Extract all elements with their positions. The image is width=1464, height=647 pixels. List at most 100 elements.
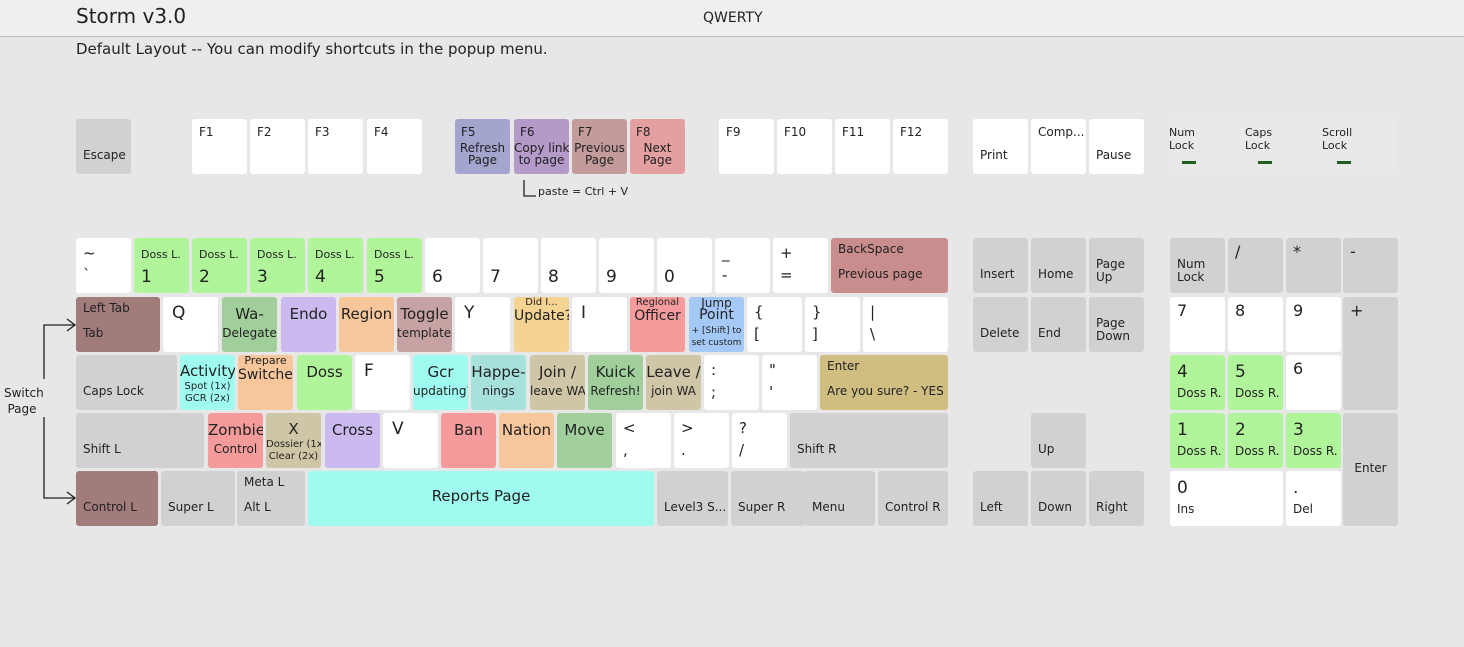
key-end[interactable]: End [1031, 297, 1086, 352]
key-l[interactable]: Leave / join WA [646, 355, 701, 410]
key-kp-9[interactable]: 9 [1286, 297, 1341, 352]
key-f5[interactable]: F5 Refresh Page [455, 119, 510, 174]
key-capslock[interactable]: Caps Lock [76, 355, 177, 410]
key-control-l[interactable]: Control L [76, 471, 158, 526]
key-f10[interactable]: F10 [777, 119, 832, 174]
key-digit-1[interactable]: Doss L. 1 [134, 238, 189, 293]
key-kp-7[interactable]: 7 [1170, 297, 1225, 352]
key-h[interactable]: Happe-nings [471, 355, 526, 410]
key-tilde[interactable]: ~ ` [76, 238, 131, 293]
key-f9[interactable]: F9 [719, 119, 774, 174]
key-arrow-down[interactable]: Down [1031, 471, 1086, 526]
key-shift-l[interactable]: Shift L [76, 413, 204, 468]
key-f8[interactable]: F8 Next Page [630, 119, 685, 174]
key-u[interactable]: Did I... Update? [514, 297, 569, 352]
key-kp-enter[interactable]: Enter [1343, 413, 1398, 526]
key-shift-r[interactable]: Shift R [790, 413, 948, 468]
key-kp-5[interactable]: 5 Doss R. [1228, 355, 1283, 410]
key-digit-2[interactable]: Doss L. 2 [192, 238, 247, 293]
key-q[interactable]: Q [163, 297, 218, 352]
key-kp-plus[interactable]: + [1343, 297, 1398, 410]
key-super-r[interactable]: Super R [731, 471, 805, 526]
key-period[interactable]: >. [674, 413, 729, 468]
key-z[interactable]: Zombie Control [208, 413, 263, 468]
key-quote[interactable]: " ' [762, 355, 817, 410]
key-kp-divide[interactable]: / [1228, 238, 1283, 293]
key-t[interactable]: Toggle templates [397, 297, 452, 352]
key-kp-minus[interactable]: - [1343, 238, 1398, 293]
key-k[interactable]: Kuick Refresh! [588, 355, 643, 410]
key-f6[interactable]: F6 Copy link to page [514, 119, 569, 174]
key-pause[interactable]: Pause [1089, 119, 1144, 174]
key-digit-9[interactable]: 9 [599, 238, 654, 293]
key-f[interactable]: F [355, 355, 410, 410]
key-kp-1[interactable]: 1 Doss R. [1170, 413, 1225, 468]
key-equals[interactable]: + = [773, 238, 828, 293]
key-alt-l[interactable]: Meta L Alt L [237, 471, 305, 526]
key-digit-3[interactable]: Doss L. 3 [250, 238, 305, 293]
key-insert[interactable]: Insert [973, 238, 1028, 293]
key-home[interactable]: Home [1031, 238, 1086, 293]
key-v[interactable]: V [383, 413, 438, 468]
key-slash[interactable]: ? / [732, 413, 787, 468]
key-compose[interactable]: Comp... [1031, 119, 1086, 174]
key-r[interactable]: Region [339, 297, 394, 352]
key-kp-multiply[interactable]: * [1286, 238, 1341, 293]
key-j[interactable]: Join / leave WA [530, 355, 585, 410]
key-y[interactable]: Y [455, 297, 510, 352]
key-d[interactable]: Doss [297, 355, 352, 410]
key-g[interactable]: Gcr updating? [413, 355, 468, 410]
key-f3[interactable]: F3 [308, 119, 363, 174]
key-digit-8[interactable]: 8 [541, 238, 596, 293]
key-s[interactable]: Prepare Switcher [238, 355, 293, 410]
key-c[interactable]: Cross [325, 413, 380, 468]
key-kp-6[interactable]: 6 [1286, 355, 1341, 410]
key-control-r[interactable]: Control R [878, 471, 948, 526]
key-tab[interactable]: Left Tab Tab [76, 297, 160, 352]
key-escape[interactable]: Escape [76, 119, 131, 174]
key-rbracket[interactable]: }] [805, 297, 860, 352]
key-f2[interactable]: F2 [250, 119, 305, 174]
key-pageup[interactable]: Page Up [1089, 238, 1144, 293]
key-kp-0[interactable]: 0 Ins [1170, 471, 1283, 526]
key-comma[interactable]: <, [616, 413, 671, 468]
key-arrow-right[interactable]: Right [1089, 471, 1144, 526]
key-enter[interactable]: Enter Are you sure? - YES [820, 355, 948, 410]
key-w[interactable]: Wa- Delegate [222, 297, 277, 352]
key-a[interactable]: Activity Spot (1x) GCR (2x) [180, 355, 235, 410]
key-space[interactable]: Reports Page [308, 471, 654, 526]
key-lbracket[interactable]: {[ [747, 297, 802, 352]
key-b[interactable]: Ban [441, 413, 496, 468]
key-arrow-up[interactable]: Up [1031, 413, 1086, 468]
key-digit-0[interactable]: 0 [657, 238, 712, 293]
key-p[interactable]: Jump Point + [Shift] to set custom [689, 297, 744, 352]
key-backspace[interactable]: BackSpace Previous page [831, 238, 948, 293]
key-f1[interactable]: F1 [192, 119, 247, 174]
key-o[interactable]: Regional Officer [630, 297, 685, 352]
key-digit-7[interactable]: 7 [483, 238, 538, 293]
key-m[interactable]: Move [557, 413, 612, 468]
key-digit-4[interactable]: Doss L. 4 [308, 238, 363, 293]
key-f4[interactable]: F4 [367, 119, 422, 174]
key-digit-5[interactable]: Doss L. 5 [367, 238, 422, 293]
key-f12[interactable]: F12 [893, 119, 948, 174]
key-menu[interactable]: Menu [805, 471, 875, 526]
key-super-l[interactable]: Super L [161, 471, 235, 526]
key-arrow-left[interactable]: Left [973, 471, 1028, 526]
key-digit-6[interactable]: 6 [425, 238, 480, 293]
key-level3[interactable]: Level3 S... [657, 471, 728, 526]
key-e[interactable]: Endo [281, 297, 336, 352]
key-backslash[interactable]: | \ [863, 297, 948, 352]
key-minus[interactable]: _ - [715, 238, 770, 293]
key-f11[interactable]: F11 [835, 119, 890, 174]
key-kp-3[interactable]: 3 Doss R. [1286, 413, 1341, 468]
key-delete[interactable]: Delete [973, 297, 1028, 352]
key-f7[interactable]: F7 Previous Page [572, 119, 627, 174]
key-print[interactable]: Print [973, 119, 1028, 174]
key-pagedown[interactable]: Page Down [1089, 297, 1144, 352]
key-semicolon[interactable]: :; [704, 355, 759, 410]
key-kp-2[interactable]: 2 Doss R. [1228, 413, 1283, 468]
key-i[interactable]: I [572, 297, 627, 352]
key-kp-decimal[interactable]: . Del [1286, 471, 1341, 526]
key-kp-4[interactable]: 4 Doss R. [1170, 355, 1225, 410]
